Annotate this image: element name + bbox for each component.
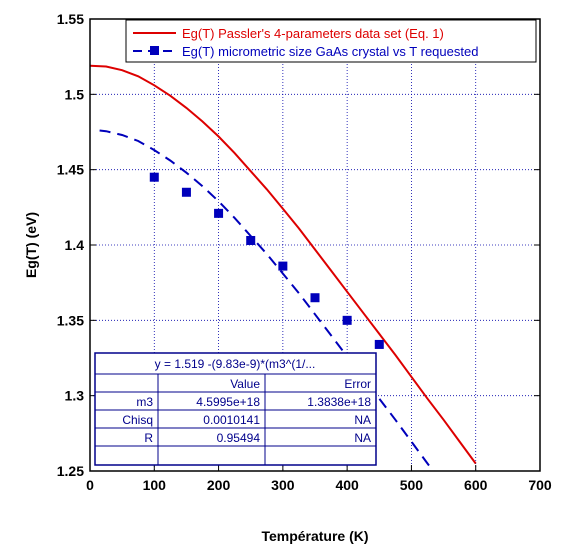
fit-row-value: 0.0010141 (203, 413, 260, 427)
series-line-micrometric (99, 129, 435, 471)
x-tick-label: 700 (528, 477, 552, 493)
legend-swatch-blue-marker (150, 46, 159, 55)
x-tick-label: 200 (207, 477, 231, 493)
x-tick-label: 500 (400, 477, 424, 493)
x-tick-label: 400 (335, 477, 359, 493)
fit-header-value: Value (230, 377, 260, 391)
y-tick-label: 1.4 (65, 237, 85, 253)
data-point-marker (181, 187, 191, 197)
fit-row-error: 1.3838e+18 (307, 395, 371, 409)
y-axis-title: Eg(T) (eV) (23, 212, 39, 278)
x-axis-title: Température (K) (261, 528, 368, 544)
fit-equation: y = 1.519 -(9.83e-9)*(m3^(1/... (155, 357, 316, 371)
fit-header-error: Error (344, 377, 371, 391)
fit-table: y = 1.519 -(9.83e-9)*(m3^(1/... Value Er… (94, 352, 377, 466)
fit-row-label: Chisq (122, 413, 153, 427)
fit-row-value: 4.5995e+18 (196, 395, 260, 409)
data-point-marker (149, 172, 159, 182)
tick-labels: 0 100 200 300 400 500 600 700 1.25 1.3 1.35 1.4 1.45… (57, 11, 552, 493)
legend-label-micrometric: Eg(T) micrometric size GaAs crystal vs T… (182, 44, 478, 59)
fit-row-label: R (144, 431, 153, 445)
legend: Eg(T) Passler's 4-parameters data set (E… (125, 19, 537, 63)
fit-row-error: NA (354, 431, 371, 445)
data-point-marker (278, 261, 288, 271)
series-line-passler (90, 64, 477, 465)
y-tick-label: 1.3 (65, 388, 85, 404)
x-tick-label: 300 (271, 477, 295, 493)
y-tick-label: 1.45 (57, 162, 84, 178)
grid-lines (90, 19, 540, 471)
x-tick-label: 100 (143, 477, 167, 493)
fit-row-label: m3 (136, 395, 153, 409)
fit-row-value: 0.95494 (217, 431, 261, 445)
y-tick-label: 1.5 (65, 86, 85, 102)
y-tick-label: 1.55 (57, 11, 84, 27)
data-point-marker (342, 315, 352, 325)
legend-box (125, 19, 537, 63)
data-point-marker (214, 208, 224, 218)
x-tick-label: 0 (86, 477, 94, 493)
data-point-marker (246, 235, 256, 245)
y-tick-label: 1.35 (57, 312, 84, 328)
fit-row-error: NA (354, 413, 371, 427)
data-point-marker (310, 293, 320, 303)
legend-label-passler: Eg(T) Passler's 4-parameters data set (E… (182, 26, 444, 41)
data-point-marker (374, 339, 384, 349)
y-tick-label: 1.25 (57, 463, 84, 479)
series-layer (90, 64, 477, 471)
x-tick-label: 600 (464, 477, 488, 493)
